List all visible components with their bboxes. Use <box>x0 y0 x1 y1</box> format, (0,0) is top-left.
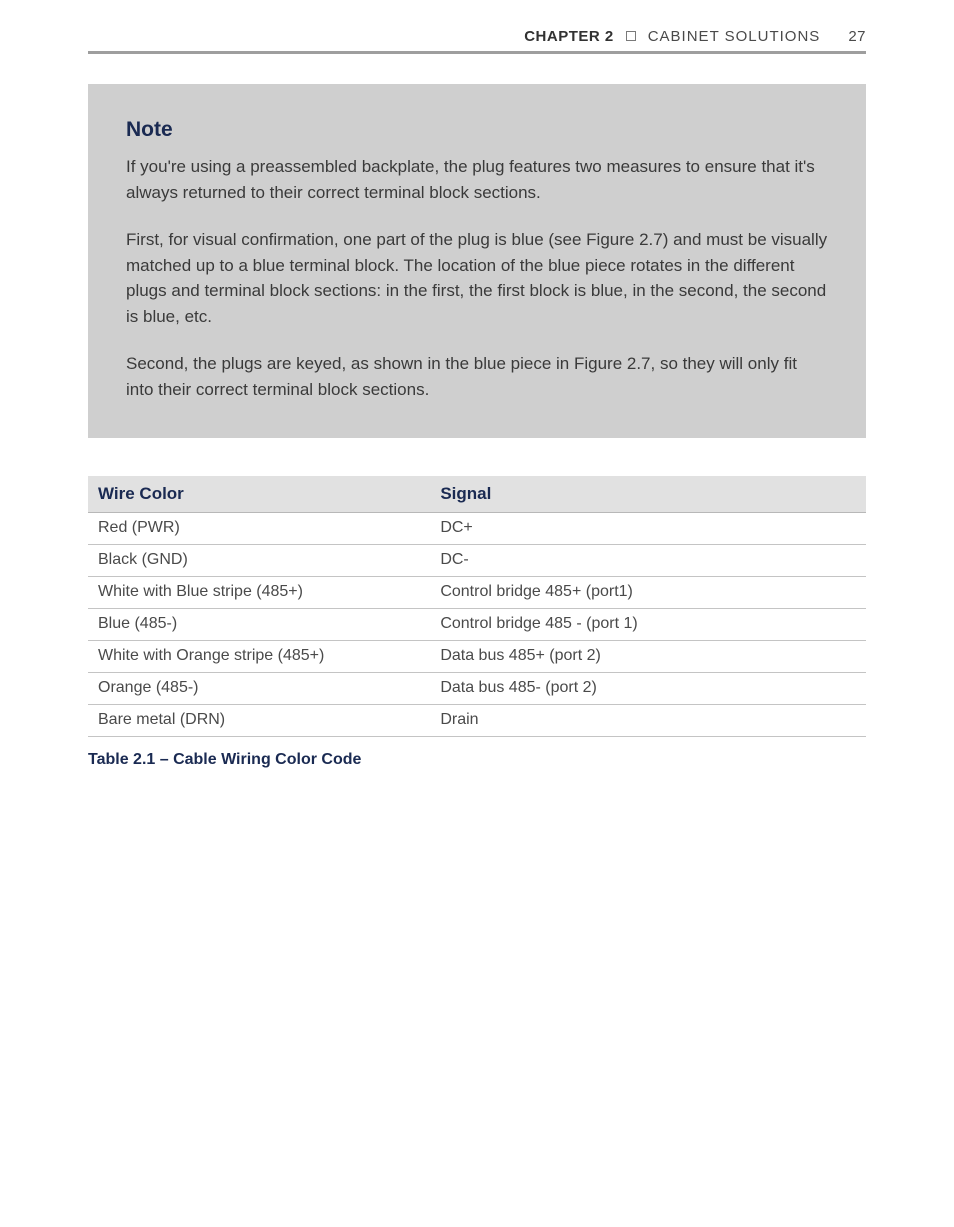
cell-wire-color: White with Blue stripe (485+) <box>88 577 430 609</box>
table-body: Red (PWR) DC+ Black (GND) DC- White with… <box>88 513 866 737</box>
table-row: Bare metal (DRN) Drain <box>88 705 866 737</box>
cell-wire-color: Black (GND) <box>88 545 430 577</box>
note-paragraph: If you're using a preassembled backplate… <box>126 154 828 205</box>
table-row: Black (GND) DC- <box>88 545 866 577</box>
table-row: Blue (485-) Control bridge 485 - (port 1… <box>88 609 866 641</box>
note-paragraph: First, for visual confirmation, one part… <box>126 227 828 329</box>
col-header-signal: Signal <box>430 476 866 513</box>
cell-signal: Data bus 485- (port 2) <box>430 673 866 705</box>
note-paragraph: Second, the plugs are keyed, as shown in… <box>126 351 828 402</box>
note-callout: Note If you're using a preassembled back… <box>88 84 866 438</box>
section-label: CABINET SOLUTIONS <box>648 28 821 45</box>
table-row: White with Blue stripe (485+) Control br… <box>88 577 866 609</box>
page: CHAPTER 2 CABINET SOLUTIONS 27 Note If y… <box>0 0 954 769</box>
cell-signal: DC+ <box>430 513 866 545</box>
cell-wire-color: Blue (485-) <box>88 609 430 641</box>
cell-wire-color: Bare metal (DRN) <box>88 705 430 737</box>
cell-signal: Drain <box>430 705 866 737</box>
table-caption: Table 2.1 – Cable Wiring Color Code <box>88 751 866 769</box>
cell-signal: Control bridge 485+ (port1) <box>430 577 866 609</box>
table-header-row: Wire Color Signal <box>88 476 866 513</box>
running-header: CHAPTER 2 CABINET SOLUTIONS 27 <box>88 0 866 54</box>
table-row: Red (PWR) DC+ <box>88 513 866 545</box>
cell-wire-color: White with Orange stripe (485+) <box>88 641 430 673</box>
wiring-table-wrap: Wire Color Signal Red (PWR) DC+ Black (G… <box>88 476 866 769</box>
separator-square-icon <box>626 31 636 41</box>
cell-wire-color: Orange (485-) <box>88 673 430 705</box>
col-header-wire-color: Wire Color <box>88 476 430 513</box>
cell-signal: DC- <box>430 545 866 577</box>
cell-wire-color: Red (PWR) <box>88 513 430 545</box>
page-number: 27 <box>848 28 866 45</box>
table-row: Orange (485-) Data bus 485- (port 2) <box>88 673 866 705</box>
cell-signal: Data bus 485+ (port 2) <box>430 641 866 673</box>
chapter-label: CHAPTER 2 <box>524 28 614 45</box>
wiring-table: Wire Color Signal Red (PWR) DC+ Black (G… <box>88 476 866 737</box>
cell-signal: Control bridge 485 - (port 1) <box>430 609 866 641</box>
table-row: White with Orange stripe (485+) Data bus… <box>88 641 866 673</box>
note-title: Note <box>126 118 828 142</box>
